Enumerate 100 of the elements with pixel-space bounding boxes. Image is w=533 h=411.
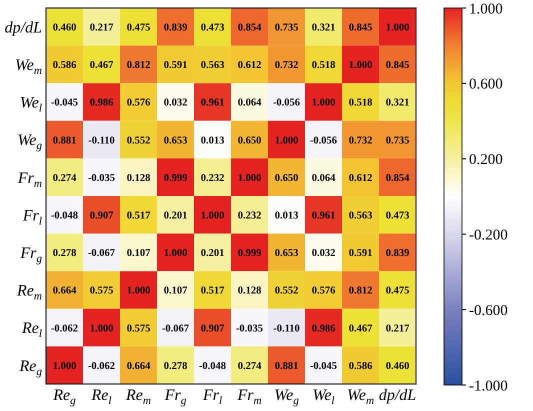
data-label: 0.518 <box>348 98 372 109</box>
data-label: 0.854 <box>238 22 262 34</box>
data-label: 0.586 <box>52 60 76 72</box>
data-label: 0.013 <box>274 210 298 222</box>
data-label: 0.321 <box>386 98 410 109</box>
data-label: 0.475 <box>126 22 150 34</box>
data-label: 1.000 <box>90 323 114 334</box>
y-tick-label: dp/dL <box>4 19 42 36</box>
y-tick-label: Fr$_{m}$ <box>16 170 42 190</box>
data-label: -0.035 <box>236 323 264 334</box>
data-label: -0.067 <box>88 248 116 260</box>
data-label: 0.217 <box>386 323 410 334</box>
data-label: 0.473 <box>200 22 224 34</box>
data-label: 0.321 <box>312 22 336 34</box>
data-label: 0.812 <box>126 60 150 72</box>
data-label: 0.839 <box>386 248 410 260</box>
data-label: 0.128 <box>238 286 262 297</box>
data-label: 0.460 <box>386 360 410 372</box>
data-label: 0.575 <box>126 323 150 334</box>
data-label: 0.013 <box>200 135 224 146</box>
data-label: 0.986 <box>90 98 114 109</box>
data-label: 0.612 <box>348 172 372 184</box>
data-label: 0.845 <box>348 22 372 34</box>
data-label: -0.048 <box>198 360 226 372</box>
data-label: 0.612 <box>238 60 262 72</box>
data-label: 0.278 <box>164 360 188 372</box>
data-label: 1.000 <box>238 172 262 184</box>
data-label: 0.881 <box>52 135 76 146</box>
x-tick-label: Fr$_{l}$ <box>202 387 222 407</box>
data-label: 0.999 <box>164 172 188 184</box>
data-label: 0.032 <box>164 98 188 109</box>
data-label: 0.552 <box>126 135 150 146</box>
data-label: 0.201 <box>164 210 188 222</box>
data-label: 0.664 <box>52 286 78 297</box>
data-label: 0.664 <box>126 360 152 372</box>
y-tick-label: Fr$_{g}$ <box>19 245 42 265</box>
data-label: 0.278 <box>52 248 76 260</box>
data-label: 0.467 <box>348 323 372 334</box>
data-label: 0.591 <box>164 60 188 72</box>
data-label: -0.110 <box>88 135 115 146</box>
data-label: 0.999 <box>238 248 262 260</box>
x-tick-label: We$_{m}$ <box>346 387 374 407</box>
x-tick-label: dp/dL <box>378 387 416 404</box>
data-label: 1.000 <box>200 210 224 222</box>
data-label: 0.517 <box>126 210 150 222</box>
data-label: 0.107 <box>164 286 188 297</box>
color-bar-label: -0.200 <box>469 227 508 244</box>
data-label: 0.812 <box>348 286 372 297</box>
data-label: 0.128 <box>126 172 150 184</box>
data-label: 0.735 <box>386 135 410 146</box>
data-label: 0.986 <box>312 323 336 334</box>
data-label: 0.735 <box>274 22 298 34</box>
data-label: 1.000 <box>274 135 298 146</box>
data-label: 0.881 <box>274 360 298 372</box>
data-label: 0.475 <box>386 286 410 297</box>
data-label: 0.563 <box>348 210 372 222</box>
y-tick-label: We$_{g}$ <box>17 132 42 152</box>
x-tick-label: Re$_{l}$ <box>90 387 112 407</box>
data-label: 0.473 <box>386 210 410 222</box>
data-label: 1.000 <box>164 248 188 260</box>
data-label: 0.576 <box>126 98 150 109</box>
data-label: -0.056 <box>272 98 300 109</box>
data-label: 0.650 <box>238 135 262 146</box>
data-label: 0.576 <box>312 286 336 297</box>
x-tick-label: Re$_{m}$ <box>125 387 151 407</box>
y-tick-label: We$_{m}$ <box>14 57 42 77</box>
data-label: 0.653 <box>274 248 298 260</box>
data-label: 0.653 <box>164 135 188 146</box>
data-label: 0.274 <box>52 172 78 184</box>
data-label: 0.586 <box>348 360 372 372</box>
data-label: 0.517 <box>200 286 224 297</box>
x-tick-label: Fr$_{g}$ <box>164 387 187 407</box>
data-label: 0.650 <box>274 172 298 184</box>
data-label: -0.048 <box>50 210 78 222</box>
data-label: 1.000 <box>312 98 336 109</box>
data-label: -0.067 <box>162 323 190 334</box>
x-tick-label: Fr$_{m}$ <box>236 387 262 407</box>
color-bar-label: 1.000 <box>469 1 503 18</box>
data-label: 0.467 <box>90 60 114 72</box>
y-tick-label: We$_{l}$ <box>20 94 42 115</box>
data-label: -0.045 <box>310 360 338 372</box>
data-label: -0.056 <box>310 135 338 146</box>
data-label: 0.845 <box>386 60 410 72</box>
data-label: 0.732 <box>274 60 298 72</box>
data-label: 0.274 <box>238 360 262 372</box>
y-tick-label: Re$_{l}$ <box>21 320 42 340</box>
data-label: 0.107 <box>126 248 150 260</box>
color-bar-label: 0.200 <box>469 152 503 168</box>
data-label: 1.000 <box>52 360 76 372</box>
data-label: 0.907 <box>90 210 114 222</box>
data-label: 0.460 <box>52 22 76 34</box>
data-label: 0.232 <box>238 210 262 222</box>
data-label: -0.035 <box>88 172 116 184</box>
color-bar-label: -0.600 <box>469 302 508 319</box>
data-label: 0.201 <box>200 248 224 260</box>
x-tick-label: We$_{g}$ <box>274 387 300 407</box>
y-tick-label: Re$_{m}$ <box>16 282 42 303</box>
color-bar-label: 0.600 <box>469 76 503 93</box>
data-label: 0.032 <box>312 248 336 260</box>
y-tick-label: Re$_{g}$ <box>18 358 42 378</box>
